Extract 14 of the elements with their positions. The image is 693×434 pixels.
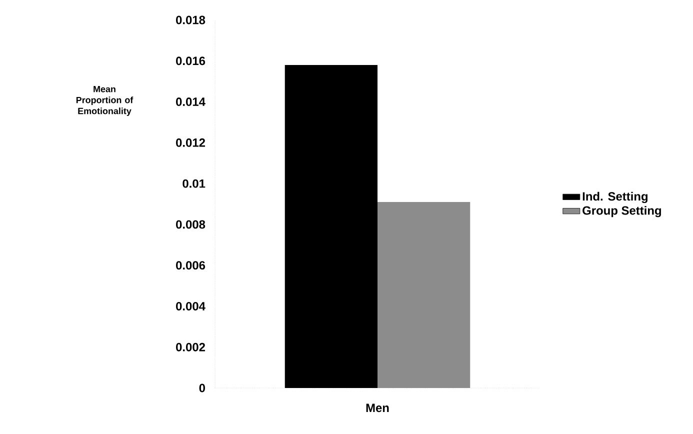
legend-label: Ind. Setting xyxy=(582,192,648,204)
y-tick-label: 0.016 xyxy=(176,56,206,66)
legend-label: Group Setting xyxy=(582,206,661,218)
y-tick-label: 0.002 xyxy=(176,342,205,352)
y-axis-title: Mean Proportion of Emotionality xyxy=(76,86,134,116)
y-tick-label: 0 xyxy=(199,384,205,392)
y-tick-label: 0.004 xyxy=(176,302,206,310)
y-tick-label: 0.01 xyxy=(182,179,206,188)
y-tick-label: 0.006 xyxy=(176,261,206,270)
y-tick-label: 0.014 xyxy=(176,98,206,106)
y-tick-label: 0.008 xyxy=(176,220,206,229)
x-tick-label: Men xyxy=(366,404,389,412)
y-tick-label: 0.018 xyxy=(176,16,206,24)
y-tick-label: 0.012 xyxy=(176,138,205,147)
